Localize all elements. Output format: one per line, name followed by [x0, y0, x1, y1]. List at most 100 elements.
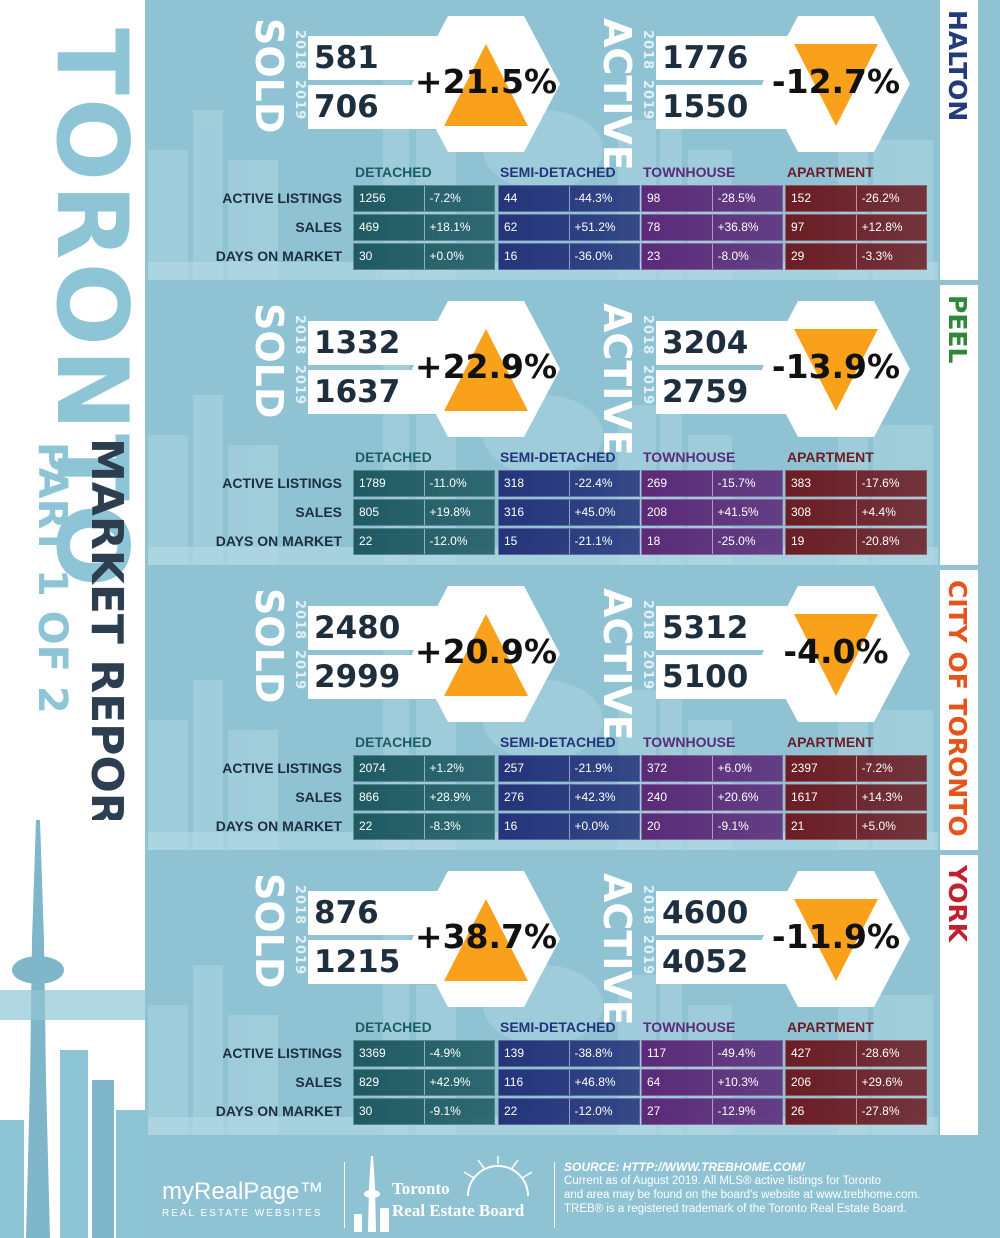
cell-value: 1789	[359, 476, 386, 490]
cell-change: -9.1%	[423, 1099, 495, 1124]
table-cell: 269 -15.7%	[641, 470, 783, 497]
cell-change: -28.6%	[855, 1041, 927, 1066]
table-cell: 866 +28.9%	[353, 784, 495, 811]
table-cell: 62 +51.2%	[498, 214, 640, 241]
cell-change: -21.1%	[568, 529, 640, 554]
row-label: ACTIVE LISTINGS	[222, 1045, 342, 1061]
category-header: DETACHED	[355, 449, 432, 465]
cell-value: 2397	[791, 761, 818, 775]
cell-change: +4.4%	[855, 500, 927, 525]
cell-value: 98	[647, 191, 661, 205]
cell-change: -25.0%	[711, 529, 783, 554]
sold-change-percent: +38.7%	[414, 917, 558, 956]
year-2019-label: 2019	[640, 650, 655, 691]
treb-logo[interactable]: Toronto Real Estate Board	[392, 1178, 524, 1222]
cell-value: 26	[791, 1104, 805, 1118]
cell-change: -12.0%	[423, 529, 495, 554]
category-header: DETACHED	[355, 734, 432, 750]
cell-value: 30	[359, 1104, 373, 1118]
cell-value: 30	[359, 249, 373, 263]
row-label: SALES	[295, 789, 342, 805]
myrealpage-logo[interactable]: myRealPage™ REAL ESTATE WEBSITES	[162, 1178, 323, 1219]
cell-change: -49.4%	[711, 1041, 783, 1066]
year-2019-label: 2019	[292, 650, 307, 691]
region-panel: SOLD 2018 2019 2480 2999 +20.9% ACTIVE 2018 2019…	[148, 570, 938, 850]
treb-cn-tower-icon	[354, 1156, 389, 1232]
source-heading[interactable]: SOURCE: HTTP://WWW.TREBHOME.COM/	[564, 1160, 805, 1174]
source-line-1: Current as of August 2019. All MLS® acti…	[564, 1175, 882, 1187]
cell-value: 44	[504, 191, 518, 205]
cell-change: -7.2%	[423, 186, 495, 211]
treb-line2: Real Estate Board	[392, 1201, 525, 1220]
cell-value: 23	[647, 249, 661, 263]
cell-change: +29.6%	[855, 1070, 927, 1095]
source-notice: SOURCE: HTTP://WWW.TREBHOME.COM/ Current…	[564, 1160, 984, 1216]
cell-value: 19	[791, 534, 805, 548]
cell-value: 21	[791, 819, 805, 833]
table-cell: 257 -21.9%	[498, 755, 640, 782]
category-header: APARTMENT	[787, 164, 874, 180]
cell-change: -20.8%	[855, 529, 927, 554]
cell-value: 22	[359, 819, 373, 833]
cell-change: +0.0%	[568, 814, 640, 839]
cell-value: 866	[359, 790, 380, 804]
cell-value: 3369	[359, 1046, 386, 1060]
cell-change: -4.9%	[423, 1041, 495, 1066]
sold-change-hexagon: +20.9%	[410, 584, 562, 724]
active-change-hexagon: -11.9%	[760, 869, 912, 1009]
table-cell: 97 +12.8%	[785, 214, 927, 241]
cell-value: 308	[791, 505, 812, 519]
cell-value: 64	[647, 1075, 661, 1089]
year-2019-label: 2019	[292, 365, 307, 406]
cell-change: -11.0%	[423, 471, 495, 496]
cell-value: 318	[504, 476, 525, 490]
category-header: SEMI-DETACHED	[500, 164, 616, 180]
region-name: HALTON	[943, 10, 972, 122]
table-cell: 64 +10.3%	[641, 1069, 783, 1096]
footer-divider-2	[554, 1162, 555, 1228]
region-panel: SOLD 2018 2019 581 706 +21.5% ACTIVE 2018 2019 17…	[148, 0, 938, 280]
active-change-hexagon: -13.9%	[760, 299, 912, 439]
table-cell: 20 -9.1%	[641, 813, 783, 840]
table-cell: 276 +42.3%	[498, 784, 640, 811]
category-header: TOWNHOUSE	[643, 164, 736, 180]
cell-change: +42.3%	[568, 785, 640, 810]
table-cell: 78 +36.8%	[641, 214, 783, 241]
year-2019-label: 2019	[640, 365, 655, 406]
active-label: ACTIVE	[595, 303, 639, 456]
cell-value: 139	[504, 1046, 525, 1060]
table-cell: 22 -8.3%	[353, 813, 495, 840]
cell-change: -12.9%	[711, 1099, 783, 1124]
cell-change: +6.0%	[711, 756, 783, 781]
active-change-hexagon: -4.0%	[760, 584, 912, 724]
table-cell: 240 +20.6%	[641, 784, 783, 811]
cell-value: 206	[791, 1075, 812, 1089]
cell-change: +45.0%	[568, 500, 640, 525]
active-label: ACTIVE	[595, 18, 639, 171]
row-label: SALES	[295, 1074, 342, 1090]
category-header: APARTMENT	[787, 449, 874, 465]
active-label: ACTIVE	[595, 588, 639, 741]
cell-value: 16	[504, 249, 518, 263]
table-cell: 23 -8.0%	[641, 243, 783, 270]
cell-change: +18.1%	[423, 215, 495, 240]
cell-value: 27	[647, 1104, 661, 1118]
active-change-hexagon: -12.7%	[760, 14, 912, 154]
table-cell: 2397 -7.2%	[785, 755, 927, 782]
cell-change: -15.7%	[711, 471, 783, 496]
cell-change: +28.9%	[423, 785, 495, 810]
cell-change: -36.0%	[568, 244, 640, 269]
cell-value: 18	[647, 534, 661, 548]
cell-change: +42.9%	[423, 1070, 495, 1095]
treb-line1: Toronto	[392, 1179, 450, 1198]
row-label: DAYS ON MARKET	[215, 248, 342, 264]
row-label: ACTIVE LISTINGS	[222, 760, 342, 776]
region-name: CITY OF TORONTO	[943, 580, 972, 837]
row-label: DAYS ON MARKET	[215, 533, 342, 549]
cell-change: -26.2%	[855, 186, 927, 211]
table-cell: 469 +18.1%	[353, 214, 495, 241]
category-header: TOWNHOUSE	[643, 1019, 736, 1035]
sold-label: SOLD	[247, 18, 291, 134]
cell-value: 276	[504, 790, 525, 804]
year-2019-label: 2019	[292, 935, 307, 976]
